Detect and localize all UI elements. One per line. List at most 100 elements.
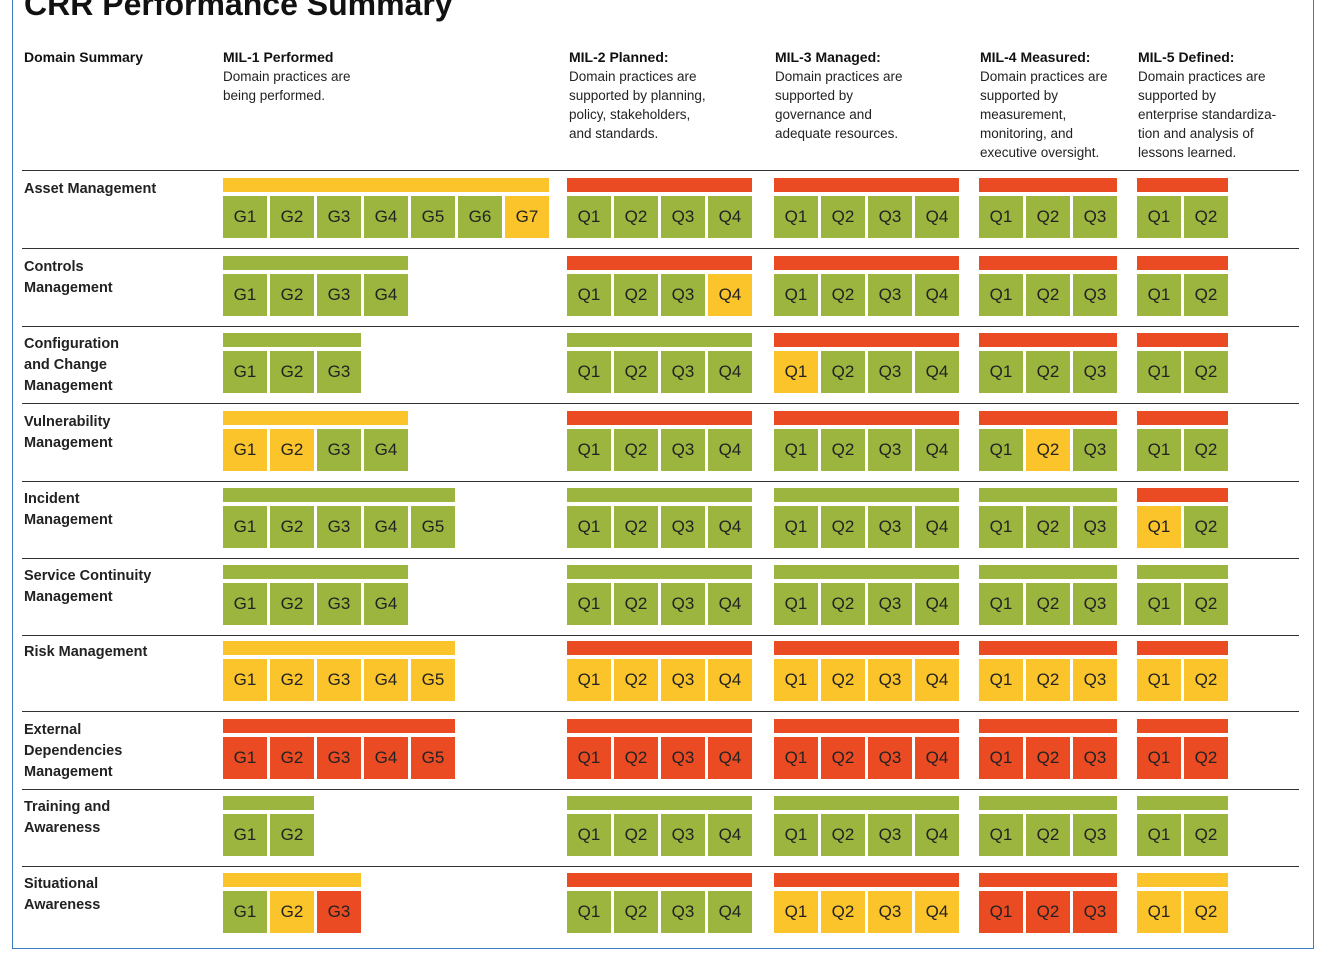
domain-name: Vulnerability Management (24, 414, 113, 451)
practice-cell-g7: G7 (505, 196, 549, 238)
practice-cell-q4: Q4 (708, 506, 752, 548)
practice-cell-q2: Q2 (821, 429, 865, 471)
practice-cell-q1: Q1 (774, 737, 818, 779)
domain-row: Service Continuity Management G1 G2 G3 G4 Q… (22, 558, 1299, 636)
practice-cell-g2: G2 (270, 659, 314, 701)
practice-cell-g2: G2 (270, 274, 314, 316)
mil-2-group: Q1 Q2 Q3 Q4 (567, 178, 752, 238)
mil-status-bar (567, 796, 752, 810)
practice-cell-q4: Q4 (915, 659, 959, 701)
practice-cell-q4: Q4 (915, 196, 959, 238)
mil-2-group: Q1 Q2 Q3 Q4 (567, 873, 752, 933)
row-divider (22, 789, 1299, 790)
row-divider (22, 403, 1299, 404)
mil-status-bar (979, 333, 1117, 347)
practice-cell-q2: Q2 (1184, 659, 1228, 701)
mil-status-bar (774, 411, 959, 425)
mil-2-group: Q1 Q2 Q3 Q4 (567, 488, 752, 548)
practice-cell-g2: G2 (270, 891, 314, 933)
mil-status-bar (567, 256, 752, 270)
practice-cell-q1: Q1 (567, 814, 611, 856)
mil-2-group: Q1 Q2 Q3 Q4 (567, 411, 752, 471)
mil-2-group: Q1 Q2 Q3 Q4 (567, 565, 752, 625)
practice-cell-q1: Q1 (774, 351, 818, 393)
mil-4-description: Domain practices are supported by measur… (980, 69, 1108, 160)
mil-2-description: Domain practices are supported by planni… (569, 69, 706, 141)
practice-cell-g2: G2 (270, 814, 314, 856)
practice-cell-g1: G1 (223, 351, 267, 393)
mil-status-bar (774, 178, 959, 192)
practice-cell-q3: Q3 (1073, 196, 1117, 238)
mil-4-group: Q1 Q2 Q3 (979, 256, 1117, 316)
practice-cell-q1: Q1 (1137, 814, 1181, 856)
domain-row: Risk Management G1 G2 G3 G4 G5 Q1 Q2 Q3 Q4 Q1 Q2… (22, 634, 1299, 712)
mil-3-group: Q1 Q2 Q3 Q4 (774, 796, 959, 856)
mil-5-group: Q1 Q2 (1137, 641, 1228, 701)
practice-cell-q1: Q1 (567, 659, 611, 701)
practice-cell-q2: Q2 (1026, 506, 1070, 548)
practice-cell-q2: Q2 (1184, 351, 1228, 393)
practice-cell-g3: G3 (317, 196, 361, 238)
practice-cell-q1: Q1 (979, 583, 1023, 625)
practice-cell-q1: Q1 (567, 506, 611, 548)
mil-status-bar (1137, 333, 1228, 347)
mil-status-bar (979, 719, 1117, 733)
domain-name: External Dependencies Management (24, 722, 123, 780)
practice-cell-g1: G1 (223, 891, 267, 933)
domain-name: Configuration and Change Management (24, 336, 120, 394)
mil-5-group: Q1 Q2 (1137, 565, 1228, 625)
mil-1-group: G1 G2 G3 G4 (223, 411, 408, 471)
practice-cell-q2: Q2 (1184, 583, 1228, 625)
practice-cell-q1: Q1 (979, 274, 1023, 316)
practice-cell-q2: Q2 (1026, 814, 1070, 856)
mil-2-group: Q1 Q2 Q3 Q4 (567, 641, 752, 701)
mil-status-bar (223, 333, 361, 347)
practice-cell-q3: Q3 (868, 814, 912, 856)
practice-cell-g6: G6 (458, 196, 502, 238)
practice-cell-g4: G4 (364, 429, 408, 471)
domain-row: Asset Management G1 G2 G3 G4 G5 G6 G7 Q1 Q2 Q3 Q4… (22, 171, 1299, 249)
practice-cell-q2: Q2 (1184, 814, 1228, 856)
practice-cell-g1: G1 (223, 814, 267, 856)
practice-cell-g5: G5 (411, 196, 455, 238)
mil-status-bar (223, 796, 314, 810)
domain-row: Situational Awareness G1 G2 G3 Q1 Q2 Q3 Q4 Q1… (22, 866, 1299, 944)
practice-cell-q2: Q2 (614, 196, 658, 238)
practice-cell-q3: Q3 (868, 659, 912, 701)
practice-cell-q3: Q3 (1073, 814, 1117, 856)
practice-cell-q1: Q1 (1137, 891, 1181, 933)
mil-5-group: Q1 Q2 (1137, 873, 1228, 933)
mil-status-bar (979, 488, 1117, 502)
mil-5-group: Q1 Q2 (1137, 488, 1228, 548)
domain-name: Training and Awareness (24, 799, 111, 836)
practice-cell-q2: Q2 (1026, 737, 1070, 779)
practice-cell-q2: Q2 (1026, 891, 1070, 933)
mil-status-bar (223, 719, 455, 733)
domain-name: Controls Management (24, 259, 113, 296)
practice-cell-q3: Q3 (868, 737, 912, 779)
practice-cell-q4: Q4 (915, 737, 959, 779)
mil-3-group: Q1 Q2 Q3 Q4 (774, 565, 959, 625)
practice-cell-q4: Q4 (915, 274, 959, 316)
practice-cell-q2: Q2 (1184, 274, 1228, 316)
practice-cell-q1: Q1 (1137, 506, 1181, 548)
row-divider (22, 558, 1299, 559)
practice-cell-q1: Q1 (774, 429, 818, 471)
practice-cell-q3: Q3 (868, 351, 912, 393)
practice-cell-g2: G2 (270, 351, 314, 393)
mil-5-group: Q1 Q2 (1137, 178, 1228, 238)
practice-cell-q1: Q1 (1137, 274, 1181, 316)
practice-cell-q3: Q3 (868, 506, 912, 548)
mil-status-bar (774, 641, 959, 655)
practice-cell-q4: Q4 (915, 351, 959, 393)
row-divider (22, 635, 1299, 636)
practice-cell-q4: Q4 (708, 274, 752, 316)
mil-status-bar (774, 256, 959, 270)
page-title: CRR Performance Summary (24, 0, 453, 22)
practice-cell-q2: Q2 (821, 891, 865, 933)
practice-cell-q2: Q2 (614, 429, 658, 471)
practice-cell-q3: Q3 (868, 583, 912, 625)
practice-cell-q1: Q1 (1137, 196, 1181, 238)
mil-status-bar (567, 333, 752, 347)
practice-cell-q4: Q4 (915, 814, 959, 856)
